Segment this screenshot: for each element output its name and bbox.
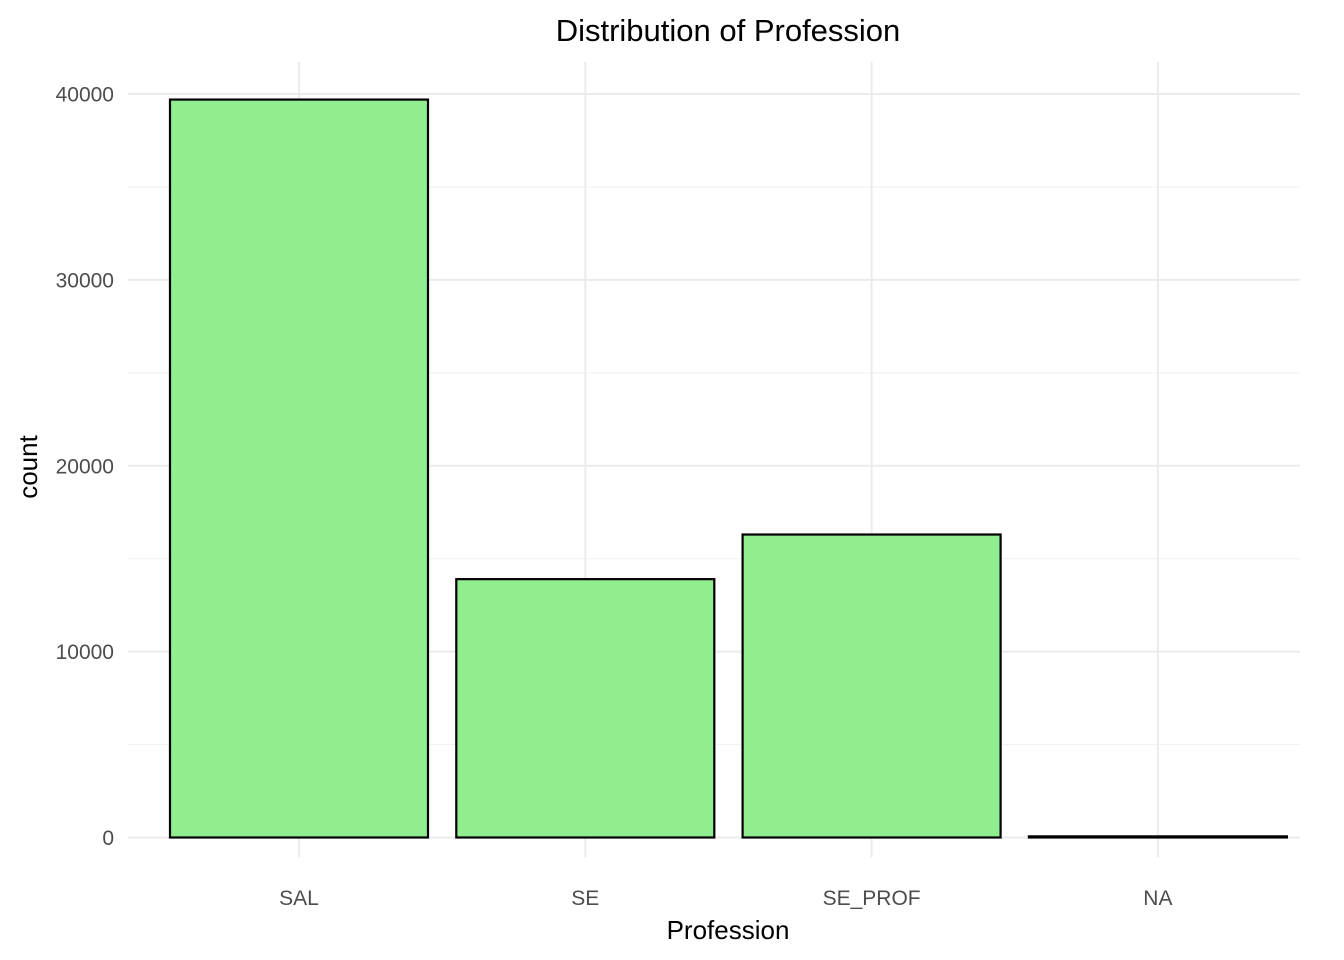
- bar-se: [455, 578, 716, 839]
- y-tick-label: 40000: [56, 84, 114, 107]
- bar-sal: [168, 98, 430, 839]
- x-tick-label: SAL: [279, 887, 319, 910]
- x-axis-title: Profession: [667, 915, 790, 945]
- bar-na: [1027, 835, 1289, 839]
- y-tick-label: 0: [102, 827, 114, 850]
- x-tick-label: SE_PROF: [823, 887, 921, 910]
- bars: [168, 98, 1289, 839]
- x-axis-ticks: SAL SE SE_PROF NA: [279, 887, 1172, 910]
- x-tick-label: SE: [571, 887, 599, 910]
- y-tick-label: 30000: [56, 269, 114, 292]
- y-axis-ticks: 0 10000 20000 30000 40000: [56, 84, 114, 851]
- y-axis-title: count: [13, 434, 43, 498]
- bar-se-prof: [741, 533, 1002, 839]
- x-tick-label: NA: [1143, 887, 1172, 910]
- y-tick-label: 10000: [56, 641, 114, 664]
- chart-title: Distribution of Profession: [556, 13, 901, 48]
- y-tick-label: 20000: [56, 455, 114, 478]
